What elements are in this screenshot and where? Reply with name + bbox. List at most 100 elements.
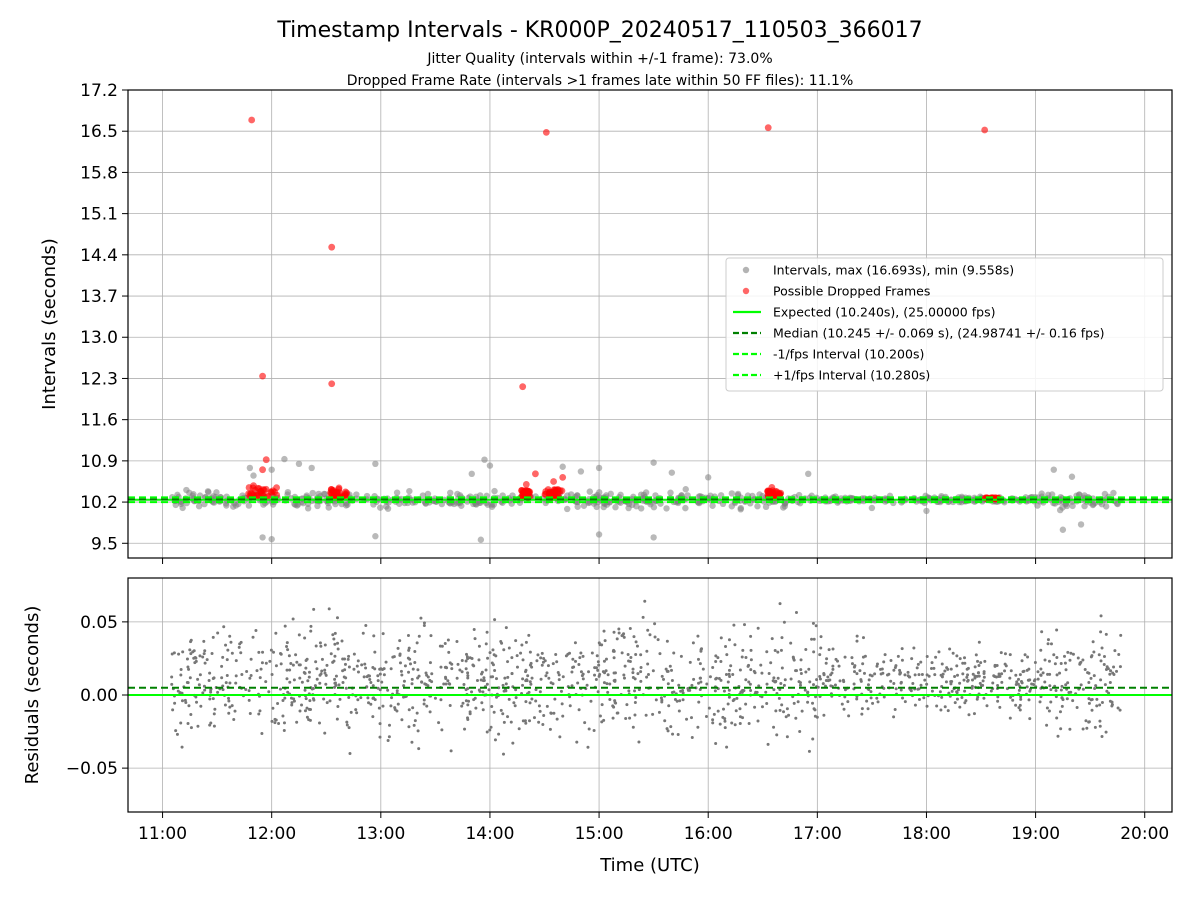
residual-point [212,724,216,728]
residual-point [646,672,650,676]
residual-point [455,676,459,680]
residual-point [726,702,730,706]
residual-point [600,720,604,724]
residual-point [769,661,773,665]
residual-point [615,637,619,641]
residual-point [333,631,337,635]
residual-point [470,690,474,694]
residual-point [341,669,345,673]
residual-point [765,701,769,705]
residual-point [506,675,510,679]
residual-point [573,641,577,645]
residual-point [491,648,495,652]
interval-point [667,489,674,496]
interval-point [737,504,745,512]
residual-point [1110,700,1114,704]
residual-point [727,688,731,692]
residual-point [493,668,497,672]
residual-point [939,708,943,712]
residual-point [587,727,591,731]
residual-point [734,709,738,713]
residual-point [198,654,202,658]
residual-point [292,678,296,682]
residual-point [255,669,259,673]
residual-point [466,676,470,680]
residual-point [852,665,856,669]
residual-point [668,664,672,668]
residual-point [288,680,292,684]
residual-point [978,681,982,685]
residual-point [546,664,550,668]
residual-point [778,602,782,606]
residual-point [889,679,893,683]
residual-point [1020,659,1024,663]
residual-point [794,611,798,615]
residual-point [352,652,356,656]
residual-point [170,675,174,679]
dropped-frame-point [542,128,550,136]
residual-point [298,676,302,680]
residual-point [378,672,382,676]
residual-point [1000,680,1004,684]
residual-point [780,666,784,670]
residual-point [858,669,862,673]
residual-point [996,683,1000,687]
residual-point [729,664,733,668]
interval-point [468,470,475,478]
residual-point [1055,628,1059,632]
residual-point [1014,703,1018,707]
residual-point [1033,678,1037,682]
residual-point [221,688,225,692]
residual-point [1027,698,1031,702]
residual-point [634,695,638,699]
residual-point [977,640,981,644]
residual-point [545,671,549,675]
residual-point [177,652,181,656]
residual-point [681,688,685,692]
residual-point [378,735,382,739]
residual-point [244,687,248,691]
residual-point [521,677,525,681]
residual-point [1064,683,1068,687]
residual-point [549,711,553,715]
residual-point [617,631,621,635]
residual-point [294,653,298,657]
residual-point [312,698,316,702]
residual-point [600,703,604,707]
residual-point [982,672,986,676]
residual-point [711,721,715,725]
residual-point [556,670,560,674]
residual-point [172,651,176,655]
residual-point [692,677,696,681]
residual-point [447,682,451,686]
residual-point [641,615,645,619]
residual-point [1068,658,1072,662]
residual-point [1009,695,1013,699]
residual-point [557,673,561,677]
residual-point [371,684,375,688]
residual-point [342,675,346,679]
residual-point [670,668,674,672]
residual-point [861,662,865,666]
residual-point [309,707,313,711]
residual-point [1090,698,1094,702]
residual-point [958,681,962,685]
residual-point [541,722,545,726]
residual-point [749,658,753,662]
residual-point [347,665,351,669]
residual-point [208,697,212,701]
residual-point [662,677,666,681]
residual-point [356,670,360,674]
residual-point [971,672,975,676]
residual-point [1071,699,1075,703]
residual-point [561,675,565,679]
residual-point [455,640,459,644]
interval-point [281,455,288,463]
residual-point [488,651,492,655]
legend-label-5: +1/fps Interval (10.280s) [773,368,930,383]
residual-point [371,715,375,719]
residual-point [633,689,637,693]
residual-point [721,715,725,719]
residual-point [526,674,530,678]
